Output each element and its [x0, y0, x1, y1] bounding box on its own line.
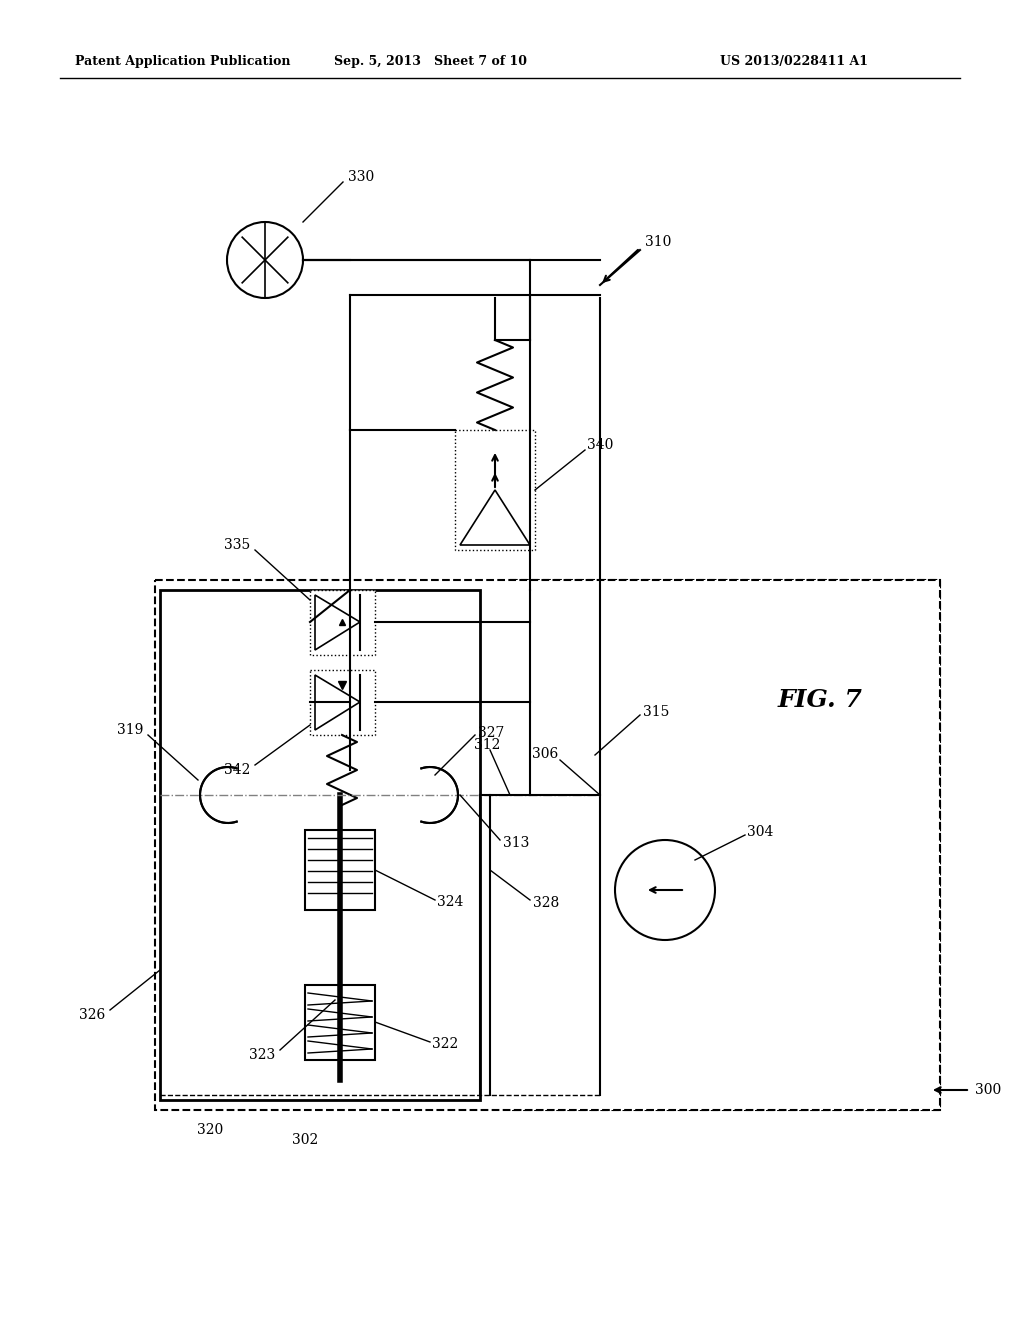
Text: 306: 306	[531, 747, 558, 762]
Text: Patent Application Publication: Patent Application Publication	[75, 55, 291, 69]
Text: FIG. 7: FIG. 7	[777, 688, 862, 711]
Bar	[455, 430, 535, 550]
Bar	[305, 830, 375, 909]
Text: 340: 340	[587, 438, 613, 451]
Text: 315: 315	[643, 705, 670, 719]
Text: US 2013/0228411 A1: US 2013/0228411 A1	[720, 55, 868, 69]
Text: 342: 342	[223, 763, 250, 777]
Text: 304: 304	[746, 825, 773, 840]
Bar	[160, 590, 480, 1100]
Text: 327: 327	[478, 726, 505, 741]
Text: 326: 326	[79, 1008, 105, 1022]
Text: 319: 319	[117, 723, 143, 737]
Text: 328: 328	[534, 896, 559, 909]
Text: 312: 312	[474, 738, 500, 752]
Text: 313: 313	[503, 836, 529, 850]
Text: 335: 335	[224, 539, 250, 552]
Text: 302: 302	[292, 1133, 318, 1147]
Bar	[510, 579, 940, 1110]
Text: 330: 330	[348, 170, 374, 183]
Circle shape	[227, 222, 303, 298]
Text: 320: 320	[197, 1123, 223, 1137]
Text: 310: 310	[645, 235, 672, 249]
Text: 324: 324	[437, 895, 464, 909]
Text: 322: 322	[432, 1038, 459, 1051]
Circle shape	[615, 840, 715, 940]
Text: 323: 323	[249, 1048, 275, 1063]
Bar	[305, 985, 375, 1060]
Bar	[310, 590, 375, 655]
Bar	[310, 671, 375, 735]
Text: 300: 300	[975, 1082, 1001, 1097]
Text: Sep. 5, 2013   Sheet 7 of 10: Sep. 5, 2013 Sheet 7 of 10	[334, 55, 526, 69]
Bar	[155, 579, 940, 1110]
